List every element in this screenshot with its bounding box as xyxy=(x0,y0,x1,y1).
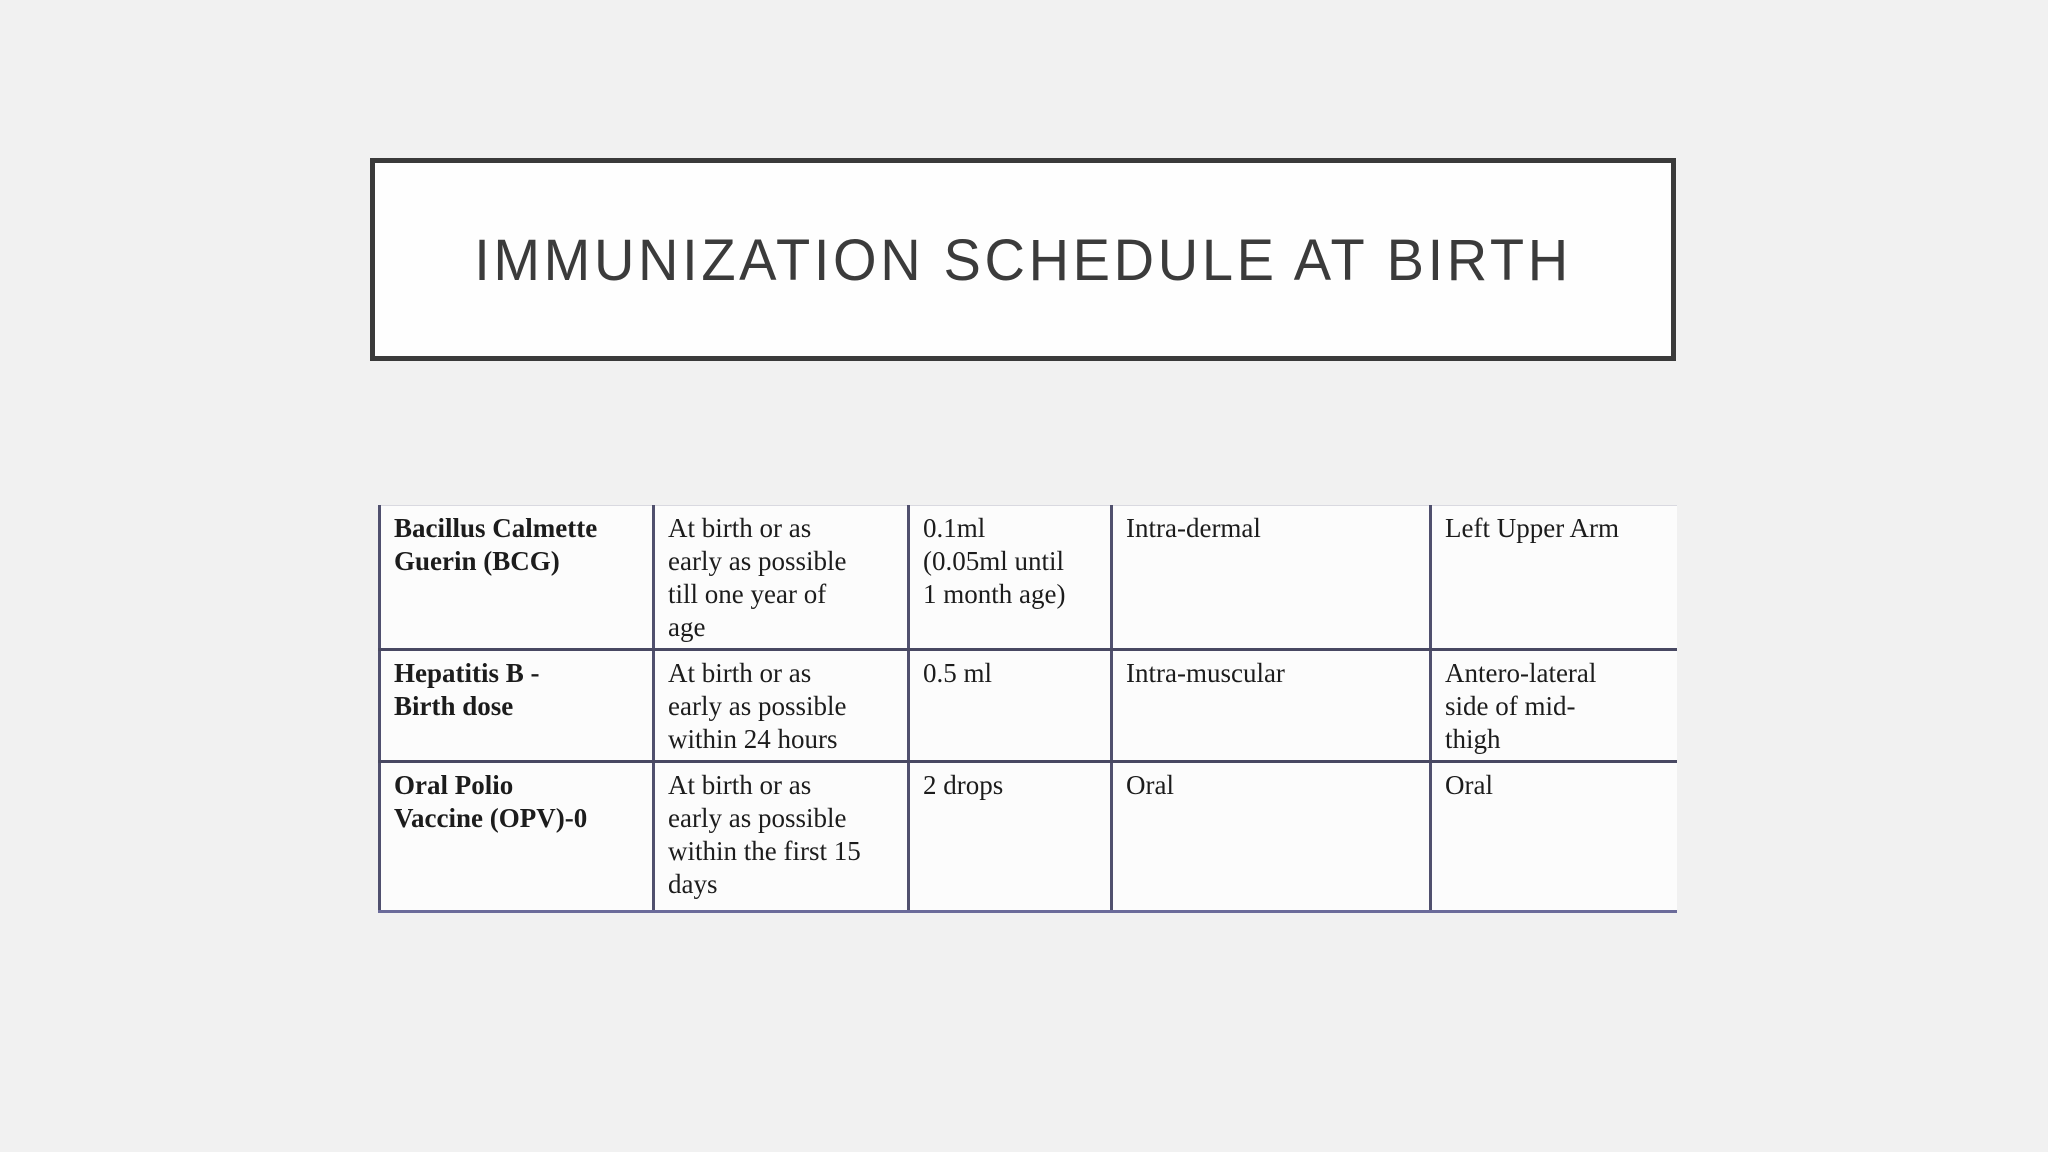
table-row-hepatitis-b: Hepatitis B - Birth dose At birth or as … xyxy=(378,649,1677,763)
table-row-opv: Oral Polio Vaccine (OPV)-0 At birth or a… xyxy=(378,761,1677,913)
vaccine-name-cell: Oral Polio Vaccine (OPV)-0 xyxy=(378,761,654,913)
vaccine-name-cell: Hepatitis B - Birth dose xyxy=(378,649,654,763)
schedule-cell: At birth or as early as possible till on… xyxy=(652,505,909,651)
dose-cell: 0.5 ml xyxy=(907,649,1112,763)
route-cell: Intra-dermal xyxy=(1110,505,1431,651)
table-row-bcg: Bacillus Calmette Guerin (BCG) At birth … xyxy=(378,505,1677,651)
schedule-cell: At birth or as early as possible within … xyxy=(652,761,909,913)
slide-title: IMMUNIZATION SCHEDULE AT BIRTH xyxy=(474,226,1572,293)
vaccine-name-cell: Bacillus Calmette Guerin (BCG) xyxy=(378,505,654,651)
site-cell: Antero-lateral side of mid- thigh xyxy=(1429,649,1677,763)
site-cell: Left Upper Arm xyxy=(1429,505,1677,651)
dose-cell: 0.1ml (0.05ml until 1 month age) xyxy=(907,505,1112,651)
route-cell: Intra-muscular xyxy=(1110,649,1431,763)
dose-cell: 2 drops xyxy=(907,761,1112,913)
schedule-cell: At birth or as early as possible within … xyxy=(652,649,909,763)
title-box: IMMUNIZATION SCHEDULE AT BIRTH xyxy=(370,158,1676,361)
immunization-table: Bacillus Calmette Guerin (BCG) At birth … xyxy=(378,505,1677,913)
route-cell: Oral xyxy=(1110,761,1431,913)
site-cell: Oral xyxy=(1429,761,1677,913)
